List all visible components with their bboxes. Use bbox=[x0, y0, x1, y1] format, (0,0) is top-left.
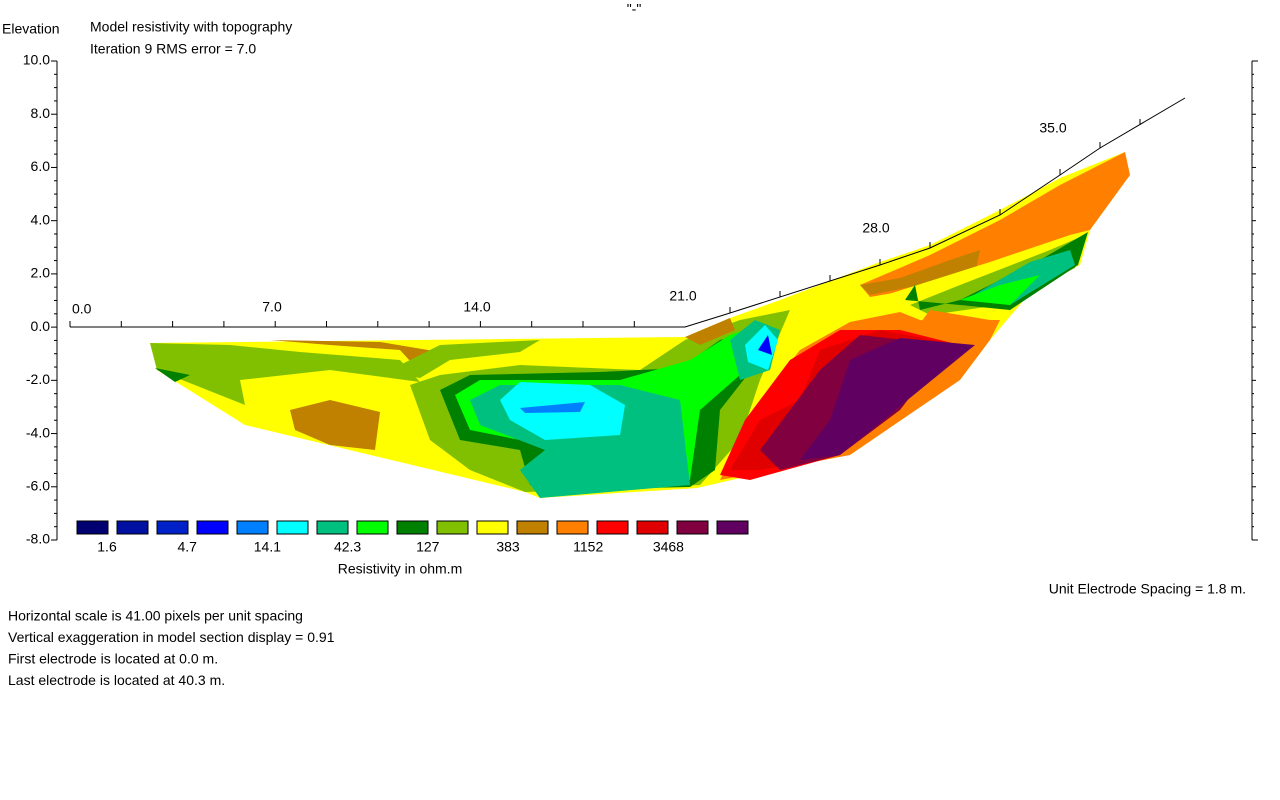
y-tick-label: -4.0 bbox=[26, 424, 50, 440]
legend-swatch bbox=[476, 520, 509, 535]
note: Last electrode is located at 40.3 m. bbox=[8, 672, 225, 688]
title: Model resistivity with topography bbox=[90, 19, 292, 35]
legend-swatch bbox=[396, 520, 429, 535]
legend-swatch bbox=[676, 520, 709, 535]
note: Horizontal scale is 41.00 pixels per uni… bbox=[8, 608, 303, 624]
legend-swatch bbox=[76, 520, 109, 535]
legend-label: 1.6 bbox=[97, 539, 117, 555]
section bbox=[150, 152, 1130, 498]
legend-label: 14.1 bbox=[254, 539, 281, 555]
legend-swatch bbox=[276, 520, 309, 535]
subtitle: Iteration 9 RMS error = 7.0 bbox=[90, 41, 256, 57]
legend-label: 127 bbox=[416, 539, 440, 555]
legend-label: 3468 bbox=[653, 539, 684, 555]
y-axis-title: Elevation bbox=[2, 21, 60, 37]
legend-label: 4.7 bbox=[177, 539, 197, 555]
legend-swatch bbox=[116, 520, 149, 535]
x-tick-label: 7.0 bbox=[262, 299, 282, 315]
legend-swatch bbox=[316, 520, 349, 535]
center-mark: "-" bbox=[627, 1, 642, 17]
y-tick-label: 2.0 bbox=[31, 265, 51, 281]
legend-label: 1152 bbox=[573, 539, 603, 555]
y-tick-label: -2.0 bbox=[26, 371, 50, 387]
legend-label: 42.3 bbox=[334, 539, 361, 555]
legend-swatch bbox=[596, 520, 629, 535]
legend-swatch bbox=[716, 520, 749, 535]
legend-label: 383 bbox=[496, 539, 520, 555]
unit-spacing: Unit Electrode Spacing = 1.8 m. bbox=[1049, 581, 1246, 597]
legend-swatch bbox=[356, 520, 389, 535]
y-tick-label: 6.0 bbox=[31, 158, 51, 174]
x-tick-label: 21.0 bbox=[669, 288, 696, 304]
x-tick-label: 14.0 bbox=[463, 299, 490, 315]
y-tick-label: 8.0 bbox=[31, 105, 51, 121]
y-tick-label: 0.0 bbox=[31, 318, 51, 334]
legend-swatch bbox=[516, 520, 549, 535]
legend-swatch bbox=[436, 520, 469, 535]
x-tick-label: 0.0 bbox=[72, 301, 92, 317]
y-tick-label: 4.0 bbox=[31, 211, 51, 227]
legend-swatch bbox=[196, 520, 229, 535]
note: Vertical exaggeration in model section d… bbox=[8, 629, 335, 645]
x-tick-label: 28.0 bbox=[862, 220, 889, 236]
note: First electrode is located at 0.0 m. bbox=[8, 651, 218, 667]
legend-title: Resistivity in ohm.m bbox=[338, 561, 462, 577]
y-tick-label: -8.0 bbox=[26, 531, 50, 547]
legend-swatch bbox=[236, 520, 269, 535]
legend-swatch bbox=[156, 520, 189, 535]
x-tick-label: 35.0 bbox=[1039, 120, 1066, 136]
legend-swatch bbox=[636, 520, 669, 535]
y-tick-label: 10.0 bbox=[23, 52, 50, 68]
y-tick-label: -6.0 bbox=[26, 477, 50, 493]
legend-swatch bbox=[556, 520, 589, 535]
